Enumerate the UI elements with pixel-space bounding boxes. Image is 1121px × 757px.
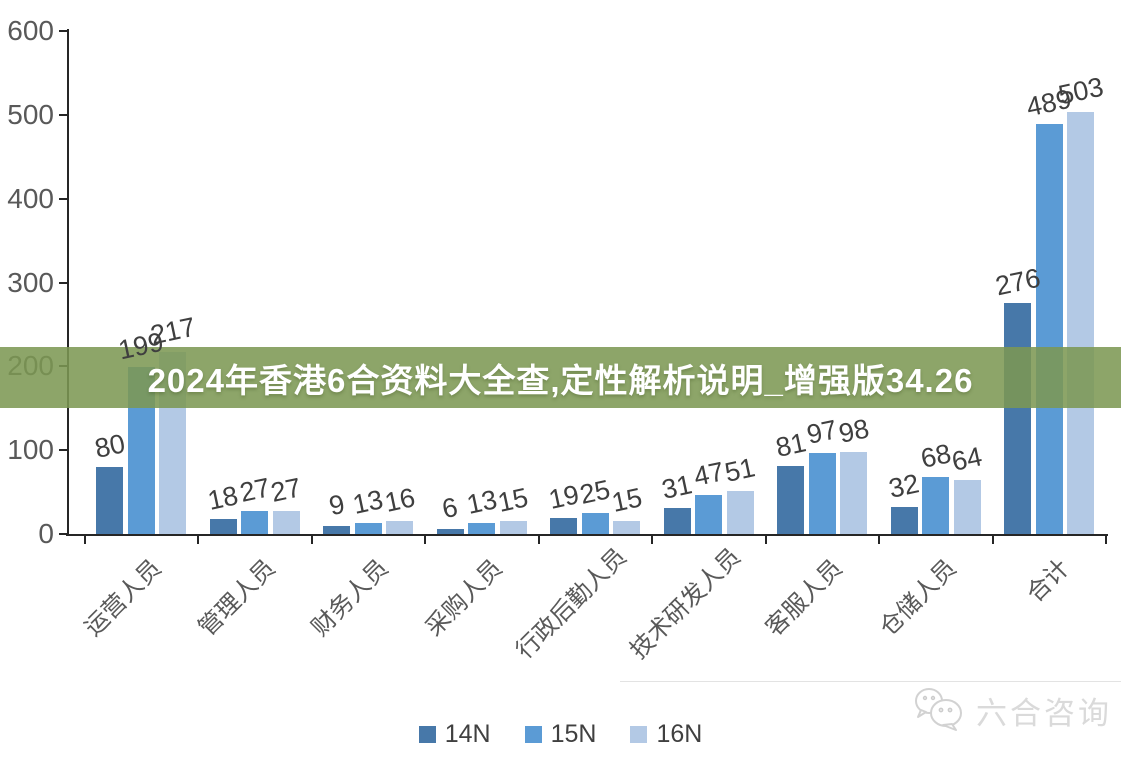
bar-16N (726, 491, 754, 534)
bar-15N (241, 511, 269, 534)
category-label: 管理人员 (193, 554, 281, 642)
y-tick (59, 114, 67, 116)
x-tick (424, 536, 426, 544)
brand-logo: 六合咨询 (912, 686, 1112, 734)
value-label: 80 (91, 428, 128, 464)
bar-14N (209, 518, 237, 534)
x-tick (878, 536, 880, 544)
bar-15N (468, 523, 496, 534)
legend-label: 16N (656, 720, 703, 748)
x-tick (310, 536, 313, 544)
brand-logo-text: 六合咨询 (976, 695, 1112, 731)
legend-label: 15N (550, 720, 597, 748)
value-label: 97 (804, 413, 840, 450)
bar-14N (550, 518, 578, 534)
x-tick (764, 536, 767, 544)
value-label: 13 (463, 484, 500, 520)
x-tick (197, 536, 199, 544)
bar-14N (890, 507, 918, 534)
y-tick-label: 600 (7, 15, 54, 47)
promo-banner-text: 2024年香港6合资料大全查,定性解析说明_增强版34.26 (147, 361, 974, 399)
bar-14N (1004, 302, 1032, 534)
y-axis (67, 29, 69, 536)
x-tick (651, 536, 653, 544)
value-label: 27 (268, 472, 304, 509)
bar-15N (922, 477, 950, 534)
value-label: 18 (205, 480, 241, 516)
y-tick-label: 0 (38, 518, 54, 549)
legend-item-15N: 15N (524, 720, 597, 748)
value-label: 32 (886, 468, 922, 504)
y-tick (59, 281, 67, 284)
footer-divider (620, 681, 1121, 682)
x-axis (66, 534, 1108, 536)
value-label: 13 (350, 484, 386, 520)
bar-16N (499, 521, 527, 534)
y-tick-label: 400 (7, 182, 54, 214)
y-tick (59, 30, 67, 33)
x-tick (991, 536, 994, 544)
bar-15N (808, 452, 836, 534)
legend-label: 14N (444, 720, 491, 748)
category-label: 仓储人员 (874, 554, 962, 642)
bar-16N (1067, 112, 1095, 534)
y-tick-label: 100 (7, 434, 54, 466)
value-label: 27 (236, 472, 273, 509)
bar-16N (840, 451, 868, 534)
bar-14N (436, 528, 464, 534)
category-label: 行政后勤人员 (511, 543, 633, 665)
value-label: 15 (495, 482, 531, 519)
x-tick (1105, 536, 1107, 544)
bar-15N (1035, 124, 1063, 534)
category-label: 技术研发人员 (624, 543, 746, 665)
bar-16N (613, 521, 641, 534)
x-tick (537, 536, 540, 544)
value-label: 9 (326, 489, 348, 522)
value-label: 31 (659, 469, 695, 505)
value-label: 6 (439, 491, 461, 525)
chat-bubbles-icon (912, 686, 966, 734)
value-label: 25 (577, 474, 613, 510)
legend-swatch-icon (524, 726, 542, 743)
legend-swatch-icon (630, 726, 648, 743)
category-label: 运营人员 (79, 554, 167, 642)
bar-16N (386, 520, 414, 534)
value-label: 81 (772, 427, 809, 463)
value-label: 15 (608, 482, 645, 519)
value-label: 98 (835, 413, 872, 449)
bar-16N (953, 480, 981, 534)
y-tick-label: 300 (7, 266, 54, 298)
bar-15N (581, 513, 609, 534)
category-label: 财务人员 (306, 554, 394, 642)
value-label: 64 (949, 441, 985, 478)
value-label: 503 (1055, 72, 1106, 111)
bar-16N (272, 511, 300, 534)
category-label: 客服人员 (760, 554, 848, 642)
legend: 14N 15N 16N (0, 722, 1121, 747)
x-tick (83, 536, 86, 544)
value-label: 19 (545, 479, 582, 515)
bar-14N (777, 466, 805, 534)
legend-swatch-icon (418, 726, 436, 743)
y-tick (59, 533, 67, 535)
bar-14N (663, 508, 691, 534)
bar-15N (354, 523, 382, 534)
legend-item-14N: 14N (418, 720, 491, 748)
value-label: 16 (381, 481, 418, 518)
bar-15N (695, 494, 723, 534)
value-label: 68 (917, 438, 954, 474)
value-label: 47 (690, 455, 727, 492)
bar-14N (323, 526, 351, 534)
promo-banner: 2024年香港6合资料大全查,定性解析说明_增强版34.26 (0, 347, 1121, 408)
legend-item-16N: 16N (630, 722, 702, 747)
value-label: 217 (147, 311, 198, 351)
y-tick-label: 500 (7, 99, 54, 130)
category-label: 合计 (1021, 554, 1075, 608)
bar-14N (96, 466, 124, 534)
value-label: 51 (722, 452, 758, 489)
y-tick (59, 449, 67, 452)
y-tick (59, 197, 67, 200)
category-label: 采购人员 (420, 554, 508, 642)
